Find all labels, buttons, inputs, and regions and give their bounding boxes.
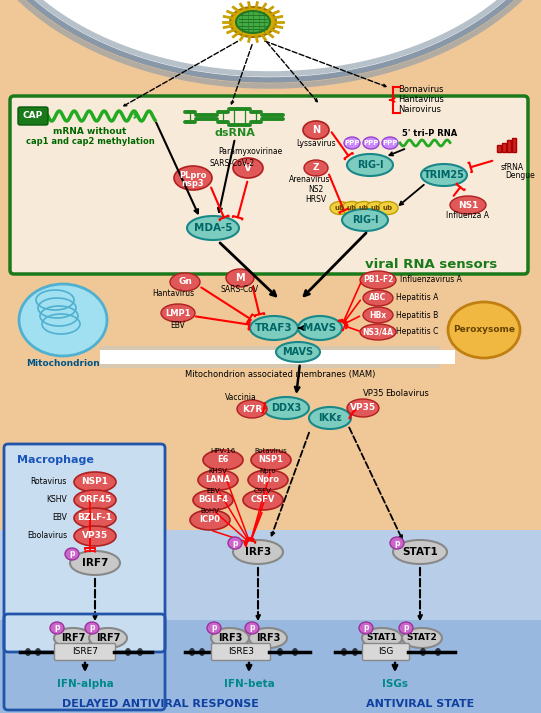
Text: Peroxysome: Peroxysome [453,326,515,334]
Text: EBV: EBV [52,513,67,523]
Text: KSHV: KSHV [46,496,67,505]
Text: N: N [312,125,320,135]
Ellipse shape [448,302,520,358]
Text: Macrophage: Macrophage [17,455,94,465]
Ellipse shape [249,628,287,648]
Bar [497,145,501,152]
Bar [502,143,506,152]
FancyBboxPatch shape [4,444,165,652]
Text: Hepatitis A: Hepatitis A [396,294,438,302]
Text: Arenavirus: Arenavirus [289,175,331,185]
Ellipse shape [263,397,309,419]
Ellipse shape [359,622,373,634]
Ellipse shape [207,622,221,634]
Bar [435,350,455,364]
Text: ANTIVIRAL STATE: ANTIVIRAL STATE [366,699,474,709]
Text: ABC: ABC [370,294,387,302]
Text: VP35: VP35 [350,404,376,413]
FancyBboxPatch shape [18,107,48,125]
Ellipse shape [352,648,358,656]
Text: ICP0: ICP0 [200,515,221,525]
Text: ISRE3: ISRE3 [228,647,254,657]
Ellipse shape [228,537,242,549]
Ellipse shape [360,324,396,340]
Text: IFN-beta: IFN-beta [223,679,274,689]
Text: mRNA without: mRNA without [54,128,127,136]
Bar [0,530,541,713]
Ellipse shape [19,284,107,356]
Text: RIG-I: RIG-I [352,215,378,225]
Ellipse shape [347,399,379,417]
Text: BGLF4: BGLF4 [198,496,228,505]
Ellipse shape [342,202,362,215]
Ellipse shape [89,628,127,648]
Text: Npro: Npro [256,476,280,485]
Text: E6: E6 [217,456,229,464]
Ellipse shape [193,490,233,510]
Ellipse shape [309,407,351,429]
Ellipse shape [304,160,328,176]
Text: Mitochondrion: Mitochondrion [26,359,100,367]
Ellipse shape [189,648,195,656]
Text: ub: ub [335,205,345,211]
Text: PLpro: PLpro [179,170,207,180]
Ellipse shape [390,537,404,549]
Ellipse shape [360,271,396,289]
Text: ub: ub [359,205,369,211]
FancyBboxPatch shape [10,96,528,274]
Ellipse shape [450,196,486,214]
Ellipse shape [342,209,388,231]
Text: HPV-16: HPV-16 [210,448,236,454]
Text: NS3/4A: NS3/4A [362,327,393,337]
Text: V: V [244,163,252,173]
Text: SARS-CoV: SARS-CoV [221,285,259,294]
Text: Ebolavirus: Ebolavirus [385,389,429,399]
Ellipse shape [226,269,254,287]
Text: p: p [89,623,95,632]
Text: STAT1: STAT1 [402,547,438,557]
Ellipse shape [174,166,212,190]
Ellipse shape [54,628,92,648]
Ellipse shape [170,273,200,291]
Bar [100,346,440,368]
Text: Npro: Npro [260,468,276,474]
Ellipse shape [243,490,283,510]
Text: p: p [54,623,60,632]
Text: p: p [211,623,217,632]
Ellipse shape [70,551,120,575]
Bar [100,346,440,350]
Ellipse shape [137,648,143,656]
Ellipse shape [399,622,413,634]
Ellipse shape [50,622,64,634]
Text: ORF45: ORF45 [78,496,111,505]
Text: CSFV: CSFV [251,496,275,505]
Text: TRIM25: TRIM25 [424,170,464,180]
Ellipse shape [420,648,426,656]
Text: Ebolavirus: Ebolavirus [27,531,67,540]
Ellipse shape [330,202,350,215]
Text: CSFV: CSFV [254,488,272,494]
Text: KHSV: KHSV [209,468,227,474]
Text: ISG: ISG [378,647,394,657]
Ellipse shape [74,490,116,510]
Text: Vaccinia: Vaccinia [225,392,257,401]
Ellipse shape [366,202,386,215]
Text: M: M [235,273,245,283]
Text: NS1: NS1 [458,200,478,210]
Ellipse shape [35,648,41,656]
Text: Influenzavirus A: Influenzavirus A [400,275,462,284]
Ellipse shape [303,121,329,139]
Ellipse shape [85,622,99,634]
Text: ub: ub [383,205,393,211]
Text: DELAYED ANTIVIRAL RESPONSE: DELAYED ANTIVIRAL RESPONSE [62,699,259,709]
Text: MDA-5: MDA-5 [194,223,232,233]
Ellipse shape [378,202,398,215]
Text: p: p [403,623,409,632]
Text: IFN-alpha: IFN-alpha [57,679,114,689]
Text: Paramyxovirinae: Paramyxovirinae [218,148,282,156]
Ellipse shape [363,307,393,323]
Bar [100,350,118,364]
FancyBboxPatch shape [362,644,410,660]
Ellipse shape [292,648,298,656]
